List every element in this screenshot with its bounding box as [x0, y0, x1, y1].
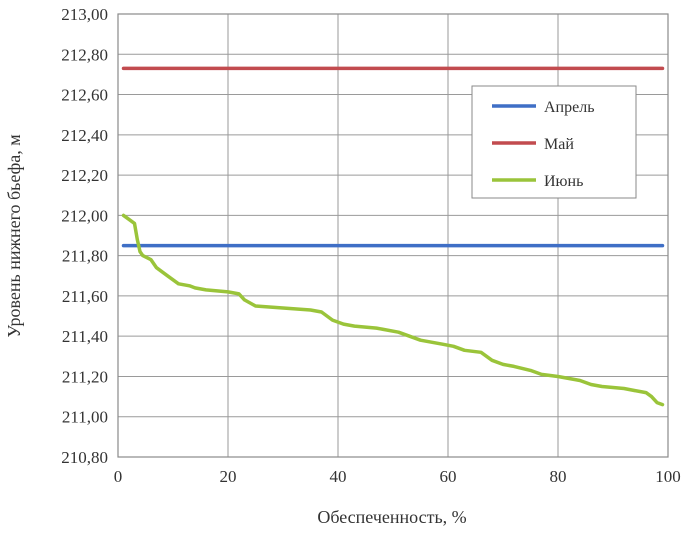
- y-tick-label: 210,80: [61, 448, 108, 467]
- y-tick-label: 212,20: [61, 166, 108, 185]
- plot-border: [117, 13, 669, 458]
- y-tick-label: 212,60: [61, 86, 108, 105]
- y-tick-label: 212,00: [61, 206, 108, 225]
- x-tick-label: 60: [440, 467, 457, 486]
- y-tick-label: 211,80: [62, 247, 108, 266]
- x-tick-label: 40: [330, 467, 347, 486]
- y-tick-label: 211,20: [62, 367, 108, 386]
- y-tick-label: 212,80: [61, 45, 108, 64]
- legend-label: Июнь: [544, 173, 583, 190]
- x-tick-label: 100: [655, 467, 681, 486]
- tick-labels: 210,80 211,00 211,20 211,40 211,60 211,80 212,…: [61, 5, 681, 486]
- plot-frame: [117, 13, 669, 458]
- y-tick-label: 213,00: [61, 5, 108, 24]
- y-axis-title: Уровень нижнего бьефа, м: [4, 134, 24, 337]
- legend-label: Апрель: [544, 99, 595, 116]
- y-tick-label: 212,40: [61, 126, 108, 145]
- series-line-Июнь: [121, 213, 665, 407]
- legend-label: Май: [544, 136, 574, 153]
- y-tick-label: 211,60: [62, 287, 108, 306]
- x-tick-label: 80: [550, 467, 567, 486]
- y-tick-label: 211,40: [62, 327, 108, 346]
- grid: [117, 13, 669, 458]
- y-tick-label: 211,00: [62, 408, 108, 427]
- series-group: [121, 66, 665, 407]
- x-tick-label: 20: [220, 467, 237, 486]
- legend: Апрель Май Июнь: [471, 85, 637, 199]
- x-tick-label: 0: [114, 467, 123, 486]
- x-axis-title: Обеспеченность, %: [317, 507, 466, 527]
